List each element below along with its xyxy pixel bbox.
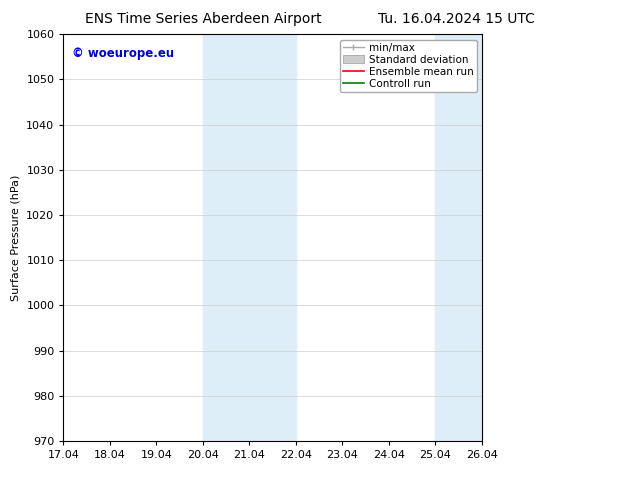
Text: ENS Time Series Aberdeen Airport: ENS Time Series Aberdeen Airport <box>84 12 321 26</box>
Y-axis label: Surface Pressure (hPa): Surface Pressure (hPa) <box>11 174 21 301</box>
Bar <box>436 34 482 441</box>
Text: © woeurope.eu: © woeurope.eu <box>72 47 174 59</box>
Legend: min/max, Standard deviation, Ensemble mean run, Controll run: min/max, Standard deviation, Ensemble me… <box>340 40 477 92</box>
Bar <box>203 34 296 441</box>
Text: Tu. 16.04.2024 15 UTC: Tu. 16.04.2024 15 UTC <box>378 12 535 26</box>
